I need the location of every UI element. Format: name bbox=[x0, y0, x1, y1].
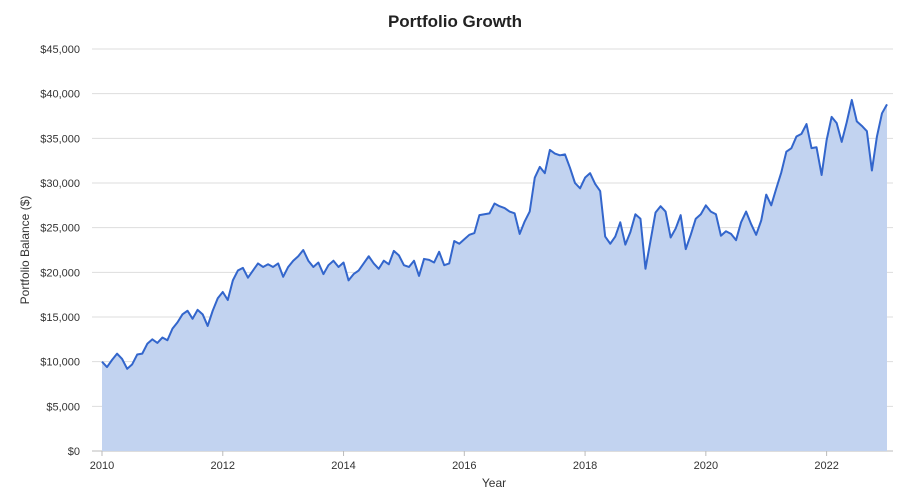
y-tick-label: $35,000 bbox=[40, 133, 80, 145]
x-tick-label: 2014 bbox=[331, 460, 355, 472]
y-tick-label: $5,000 bbox=[46, 401, 80, 413]
x-tick-label: 2018 bbox=[573, 460, 597, 472]
x-axis-label: Year bbox=[482, 476, 506, 490]
y-axis-ticks: $0 $5,000 $10,000 $15,000 $20,000 $25,000 $30,… bbox=[40, 44, 80, 458]
y-tick-label: $0 bbox=[68, 446, 80, 458]
x-tick-label: 2012 bbox=[211, 460, 235, 472]
series-area-fill bbox=[102, 99, 887, 452]
x-axis-ticks: 2010 2012 2014 2016 2018 2020 2022 bbox=[90, 451, 839, 472]
x-tick-label: 2022 bbox=[814, 460, 838, 472]
chart-title: Portfolio Growth bbox=[388, 12, 522, 31]
x-tick-label: 2016 bbox=[452, 460, 476, 472]
y-tick-label: $20,000 bbox=[40, 267, 80, 279]
y-tick-label: $15,000 bbox=[40, 312, 80, 324]
y-tick-label: $10,000 bbox=[40, 357, 80, 369]
y-tick-label: $40,000 bbox=[40, 89, 80, 101]
y-tick-label: $30,000 bbox=[40, 178, 80, 190]
x-tick-label: 2020 bbox=[694, 460, 718, 472]
y-tick-label: $45,000 bbox=[40, 44, 80, 56]
y-tick-label: $25,000 bbox=[40, 223, 80, 235]
y-axis-label: Portfolio Balance ($) bbox=[18, 196, 32, 305]
plot-area bbox=[101, 98, 888, 452]
x-tick-label: 2010 bbox=[90, 460, 114, 472]
series-line bbox=[101, 98, 888, 370]
